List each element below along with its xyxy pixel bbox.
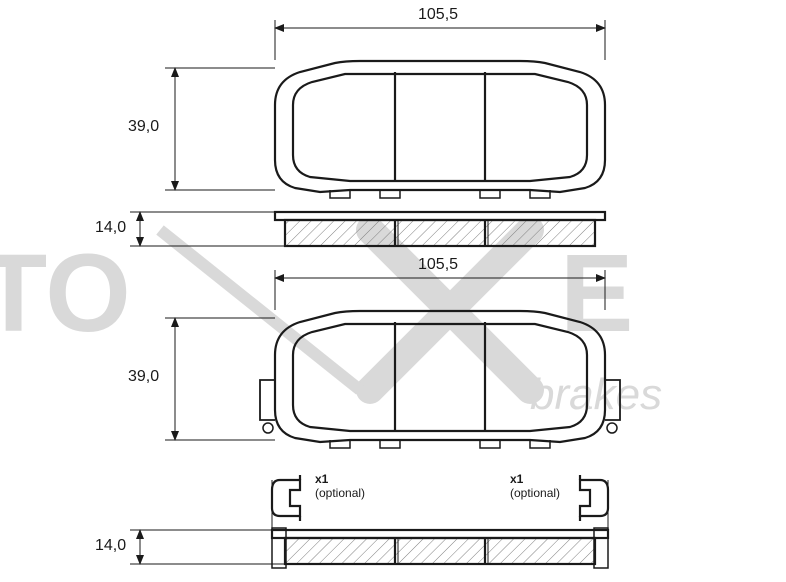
clip-left (272, 475, 300, 521)
clip-right-qty: x1 (510, 472, 523, 486)
clip-left-note: (optional) (315, 486, 365, 500)
label-width-bottom: 105,5 (418, 256, 458, 274)
clip-right (580, 475, 608, 521)
label-height-bottom: 39,0 (128, 368, 159, 386)
label-width-top: 105,5 (418, 6, 458, 24)
dim-height-top (165, 68, 275, 190)
dim-thick-bottom (130, 530, 285, 564)
label-thick-top: 14,0 (95, 219, 126, 237)
technical-drawing (0, 0, 786, 582)
clip-left-qty: x1 (315, 472, 328, 486)
label-height-top: 39,0 (128, 118, 159, 136)
top-pad-front (275, 61, 605, 198)
dim-width-bottom (275, 270, 605, 310)
bottom-pad-side (272, 528, 608, 568)
dim-height-bottom (165, 318, 275, 440)
clip-right-note: (optional) (510, 486, 560, 500)
bottom-pad-front (260, 311, 620, 448)
dim-width-top (275, 20, 605, 60)
top-pad-side (275, 212, 605, 246)
label-thick-bottom: 14,0 (95, 537, 126, 555)
dim-thick-top (130, 212, 285, 246)
